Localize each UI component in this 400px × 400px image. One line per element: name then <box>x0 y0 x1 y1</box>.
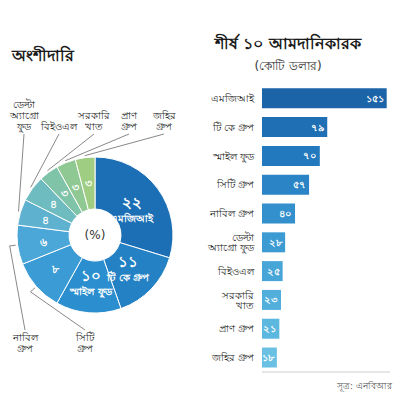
svg-text:২৫: ২৫ <box>267 266 280 277</box>
svg-text:১০: ১০ <box>81 267 101 285</box>
svg-text:গ্রুপ: গ্রুপ <box>156 121 172 132</box>
svg-text:৭০: ৭০ <box>303 150 317 161</box>
svg-text:সরকারিখাত: সরকারিখাত <box>221 290 254 311</box>
svg-text:খাত: খাত <box>85 121 103 132</box>
svg-text:নাবিল গ্রুপ: নাবিল গ্রুপ <box>209 208 254 219</box>
svg-text:ফুড: ফুড <box>16 121 32 133</box>
svg-text:গ্রুপ: গ্রুপ <box>17 343 33 354</box>
svg-text:৭৯: ৭৯ <box>311 122 324 133</box>
svg-text:জহির: জহির <box>152 110 176 121</box>
svg-text:বিইওএল: বিইওএল <box>217 266 255 277</box>
html-text:সূত্র: এনবিআর: সূত্র: এনবিআর <box>337 381 392 391</box>
svg-text:সিটি গ্রুপ: সিটি গ্রুপ <box>216 178 254 190</box>
svg-text:ডেল্টাঅ্যাগ্রো ফুড: ডেল্টাঅ্যাগ্রো ফুড <box>207 231 255 254</box>
svg-text:৪: ৪ <box>42 214 49 227</box>
svg-text:এমজিআই: এমজিআই <box>211 93 255 104</box>
svg-text:৬: ৬ <box>40 236 48 249</box>
svg-text:৪: ৪ <box>50 198 57 211</box>
svg-text:১৮: ১৮ <box>262 352 275 363</box>
svg-text:৩: ৩ <box>85 177 92 190</box>
svg-text:৪০: ৪০ <box>279 208 292 219</box>
svg-text:ডেল্টা: ডেল্টা <box>13 98 36 110</box>
svg-text:২১: ২১ <box>263 323 276 334</box>
svg-text:১৫১: ১৫১ <box>366 93 384 104</box>
svg-text:সিটি: সিটি <box>75 331 95 343</box>
svg-text:অ্যাগ্রো: অ্যাগ্রো <box>9 110 40 121</box>
svg-text:এমজিআই: এমজিআই <box>110 212 154 224</box>
svg-text:৩: ৩ <box>72 181 79 194</box>
svg-text:গ্রুপ: গ্রুপ <box>121 121 137 132</box>
svg-text:৮: ৮ <box>51 263 60 276</box>
svg-text:বিইওএল: বিইওএল <box>40 121 78 132</box>
svg-text:২২: ২২ <box>122 194 142 212</box>
svg-text:স্মাইল ফুড: স্মাইল ফুড <box>212 151 255 163</box>
svg-text:সরকারি: সরকারি <box>77 110 110 121</box>
svg-text:টি কে গ্রুপ: টি কে গ্রুপ <box>106 270 150 283</box>
svg-text:প্রাণ গ্রুপ: প্রাণ গ্রুপ <box>219 323 254 334</box>
html-text:শীর্ষ ১০ আমদানিকারক: শীর্ষ ১০ আমদানিকারক <box>214 34 362 53</box>
svg-text:প্রাণ: প্রাণ <box>121 110 138 121</box>
svg-text:জহির গ্রুপ: জহির গ্রুপ <box>211 352 254 363</box>
svg-text:নাবিল: নাবিল <box>12 332 39 343</box>
html-text:(কোটি ডলার): (কোটি ডলার) <box>254 59 322 73</box>
svg-text:গ্রুপ: গ্রুপ <box>77 343 93 354</box>
svg-text:২৮: ২৮ <box>269 237 283 248</box>
svg-text:স্মাইল ফুড: স্মাইল ফুড <box>69 285 112 299</box>
svg-text:৫৭: ৫৭ <box>293 179 306 190</box>
svg-text:৩: ৩ <box>61 187 68 200</box>
svg-text:২৩: ২৩ <box>264 294 278 305</box>
html-text:অংশীদারি: অংশীদারি <box>12 46 74 65</box>
svg-text:১১: ১১ <box>118 253 138 271</box>
svg-text:টি কে গ্রুপ: টি কে গ্রুপ <box>212 121 254 133</box>
